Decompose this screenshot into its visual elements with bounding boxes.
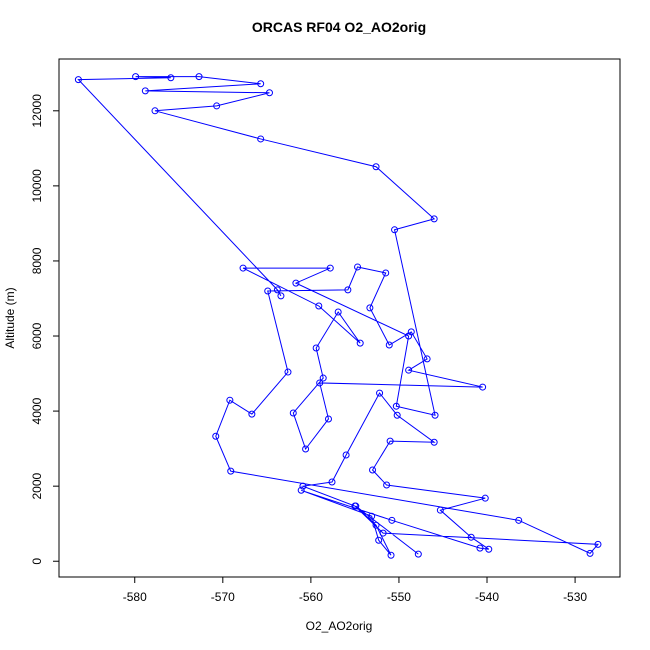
data-point [132, 73, 140, 81]
data-point [289, 409, 297, 417]
data-point [369, 466, 377, 474]
y-tick-label: 8000 [30, 247, 44, 274]
data-point [315, 302, 323, 310]
data-point [151, 107, 159, 115]
data-point [586, 549, 594, 557]
data-point [257, 135, 265, 143]
y-tick-label: 4000 [30, 397, 44, 424]
data-point [302, 445, 310, 453]
data-point [344, 286, 352, 294]
y-tick-label: 2000 [30, 472, 44, 499]
data-point [423, 355, 431, 363]
y-axis-title: Altitude (m) [3, 287, 17, 348]
data-point [430, 215, 438, 223]
data-point [372, 521, 380, 529]
data-point [392, 402, 400, 410]
data-point [375, 536, 383, 544]
data-point [368, 512, 376, 520]
data-point [324, 415, 332, 423]
data-line [77, 76, 600, 556]
data-point [167, 74, 175, 82]
data-point [376, 389, 384, 397]
data-point [379, 529, 387, 537]
data-point [383, 481, 391, 489]
data-point [284, 368, 292, 376]
data-point [226, 396, 234, 404]
data-point [212, 432, 220, 440]
data-point [265, 89, 273, 97]
data-point [414, 550, 422, 558]
data-point [479, 383, 487, 391]
data-point [239, 264, 247, 272]
data-point [334, 308, 342, 316]
data-point [356, 339, 364, 347]
data-point [264, 287, 272, 295]
data-point [485, 545, 493, 553]
x-axis-title: O2_AO2orig [306, 619, 373, 633]
x-tick-label: -560 [299, 590, 323, 604]
plot-frame [58, 58, 621, 578]
data-point [385, 341, 393, 349]
data-point [372, 163, 380, 171]
y-tick-label: 12000 [30, 94, 44, 128]
data-point [257, 80, 265, 88]
y-tick-label: 10000 [30, 169, 44, 203]
data-point [273, 286, 281, 294]
data-point [405, 332, 413, 340]
data-point [326, 264, 334, 272]
data-point [312, 344, 320, 352]
data-point [299, 482, 307, 490]
data-point [328, 478, 336, 486]
data-point [382, 269, 390, 277]
data-point [297, 486, 305, 494]
data-point [405, 366, 413, 374]
x-tick-label: -550 [387, 590, 411, 604]
data-point [277, 292, 285, 300]
data-point [316, 379, 324, 387]
data-point [213, 102, 221, 110]
data-point [430, 438, 438, 446]
data-point [342, 451, 350, 459]
data-point [515, 516, 523, 524]
y-tick-label: 6000 [30, 322, 44, 349]
data-point [292, 279, 300, 287]
x-tick-label: -540 [475, 590, 499, 604]
data-point [227, 467, 235, 475]
data-point [467, 533, 475, 541]
data-point [74, 76, 82, 84]
data-point [319, 374, 327, 382]
x-tick-label: -580 [123, 590, 147, 604]
chart-title: ORCAS RF04 O2_AO2orig [252, 19, 426, 35]
data-point [366, 304, 374, 312]
data-point [594, 540, 602, 548]
data-point [351, 502, 359, 510]
data-point [387, 551, 395, 559]
data-point [476, 544, 484, 552]
data-point [431, 411, 439, 419]
data-point [195, 73, 203, 81]
y-tick-label: 0 [30, 558, 44, 565]
data-point [141, 87, 149, 95]
data-point [481, 494, 489, 502]
data-point [436, 506, 444, 514]
data-point [248, 410, 256, 418]
data-point [354, 263, 362, 271]
x-tick-label: -530 [563, 590, 587, 604]
x-tick-label: -570 [211, 590, 235, 604]
data-point [386, 437, 394, 445]
data-point [388, 516, 396, 524]
data-point [393, 411, 401, 419]
data-point [391, 226, 399, 234]
